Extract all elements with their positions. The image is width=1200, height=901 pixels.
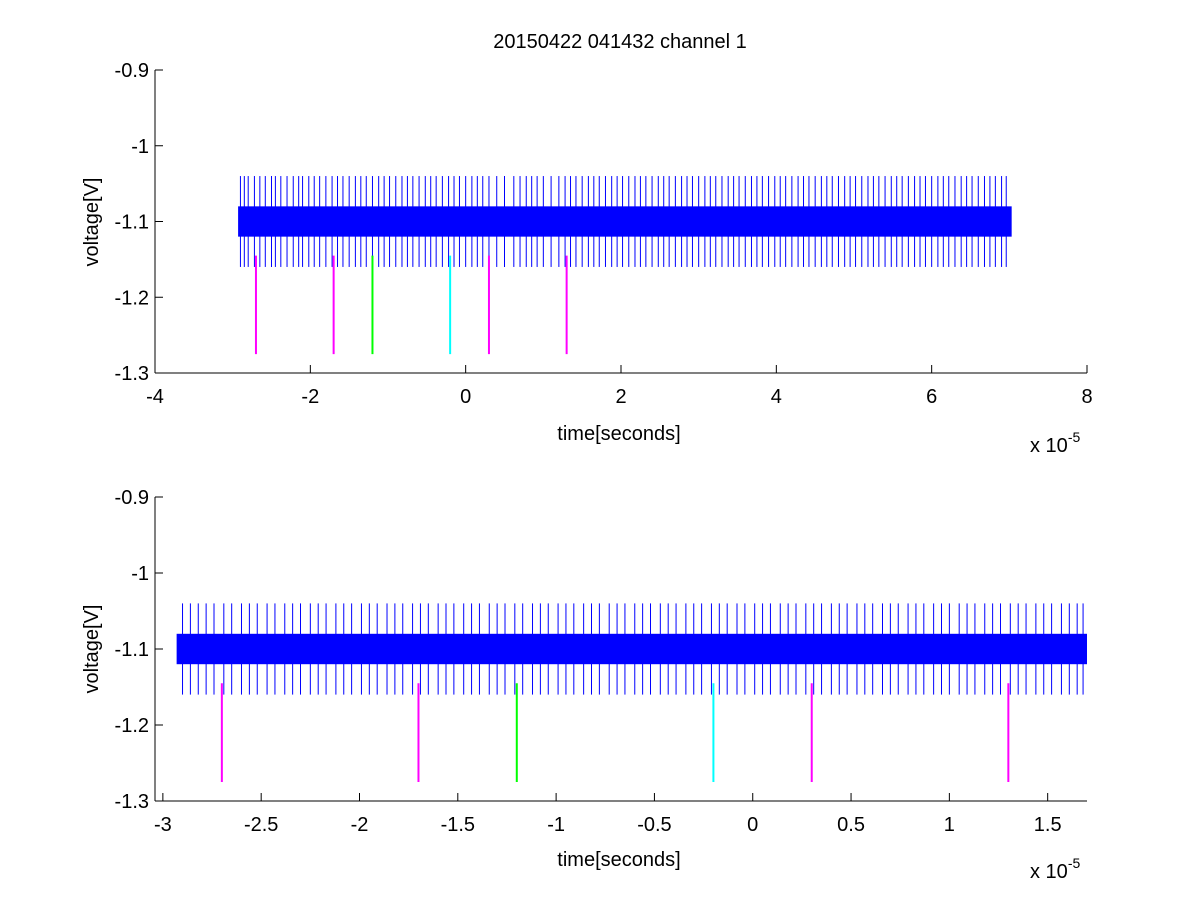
bottom-plot-x-exponent-base: x 10 [1030, 861, 1068, 883]
bottom-plot-x-exponent-power: -5 [1068, 855, 1081, 871]
bottom-plot-x-tick-label: 0 [747, 814, 758, 836]
top-plot-marks [238, 176, 1012, 355]
top-plot-x-tick-label: 4 [771, 386, 782, 408]
bottom-plot-x-tick-label: -1 [547, 814, 565, 836]
top-plot-xlabel: time[seconds] [557, 423, 680, 445]
bottom-plot-ylabel: voltage[V] [81, 605, 103, 694]
bottom-plot-x-tick-label: -3 [154, 814, 172, 836]
top-plot-x-exponent-base: x 10 [1030, 435, 1068, 457]
top-plot-x-tick-label: 8 [1081, 386, 1092, 408]
top-plot-axes: -4 -2 0 2 4 6 8 -0.9 -1 -1.1 -1.2 -1.3 [115, 60, 1093, 408]
figure-title: 20150422 041432 channel 1 [493, 31, 747, 53]
bottom-plot-x-tick-label: 1.5 [1034, 814, 1062, 836]
top-plot-x-tick-label: 6 [926, 386, 937, 408]
bottom-plot-y-tick-label: -0.9 [115, 487, 149, 509]
bottom-plot-xlabel: time[seconds] [557, 849, 680, 871]
top-plot-y-tick-label: -1 [131, 136, 149, 158]
top-plot-x-tick-label: 2 [615, 386, 626, 408]
bottom-plot-x-tick-label: -0.5 [637, 814, 671, 836]
bottom-plot-x-tick-label: 0.5 [837, 814, 865, 836]
top-plot-y-tick-label: -1.3 [115, 363, 149, 385]
bottom-plot-series-band [176, 633, 1088, 665]
bottom-plot-y-tick-label: -1.3 [115, 791, 149, 813]
bottom-plot-x-tick-label: -2.5 [244, 814, 278, 836]
bottom-plot-x-exponent: x 10-5 [1030, 855, 1080, 883]
bottom-plot-y-tick-label: -1.1 [115, 639, 149, 661]
top-plot-y-tick-label: -1.1 [115, 212, 149, 234]
bottom-plot-x-tick-label: 1 [944, 814, 955, 836]
bottom-plot-marks [176, 603, 1088, 782]
top-plot-x-exponent: x 10-5 [1030, 429, 1080, 457]
top-plot-x-exponent-power: -5 [1068, 429, 1081, 445]
top-plot-series-band [238, 206, 1012, 237]
top-plot-y-tick-label: -0.9 [115, 60, 149, 82]
top-plot-ylabel: voltage[V] [81, 178, 103, 267]
bottom-plot-axes: -3 -2.5 -2 -1.5 -1 -0.5 0 0.5 1 1.5 -0.9 -1 -1.1 -1.2… [115, 487, 1087, 836]
top-plot-x-tick-label: 0 [460, 386, 471, 408]
bottom-plot-x-tick-label: -2 [351, 814, 369, 836]
bottom-plot: -3 -2.5 -2 -1.5 -1 -0.5 0 0.5 1 1.5 -0.9 -1 -1.1 -1.2… [81, 487, 1088, 883]
bottom-plot-y-tick-label: -1.2 [115, 715, 149, 737]
top-plot-x-tick-label: -4 [146, 386, 164, 408]
bottom-plot-x-tick-label: -1.5 [441, 814, 475, 836]
top-plot-x-tick-label: -2 [301, 386, 319, 408]
top-plot-y-tick-label: -1.2 [115, 287, 149, 309]
top-plot: -4 -2 0 2 4 6 8 -0.9 -1 -1.1 -1.2 -1.3 time[seconds… [81, 60, 1093, 457]
bottom-plot-y-tick-label: -1 [131, 563, 149, 585]
